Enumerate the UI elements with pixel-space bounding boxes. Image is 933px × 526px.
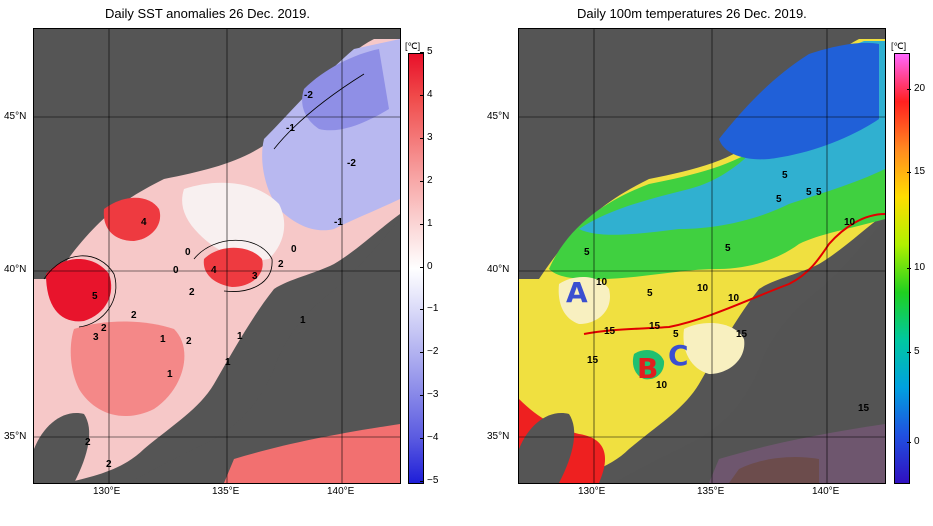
lat-label-45: 45°N <box>487 111 510 122</box>
contour-label: 15 <box>736 329 748 340</box>
colorbar-tick-label: 1 <box>420 218 433 229</box>
contour-label: 5 <box>673 329 679 340</box>
near-zero-area <box>182 182 285 261</box>
lat-label-40: 40°N <box>4 264 27 275</box>
contour-label: 5 <box>782 170 788 181</box>
contour-label: -1 <box>334 217 343 228</box>
colorbar-tick-label: 4 <box>420 89 433 100</box>
contour-label: 10 <box>844 217 856 228</box>
contour-label: 1 <box>300 315 306 326</box>
contour-label: 2 <box>189 287 195 298</box>
warm-area-south <box>70 321 185 417</box>
contour-label: 5 <box>647 288 653 299</box>
contour-label: 2 <box>131 310 137 321</box>
contour-label: 2 <box>85 437 91 448</box>
temperature-100m-title: Daily 100m temperatures 26 Dec. 2019. <box>577 6 807 21</box>
colorbar-tick-label: 15 <box>906 166 926 177</box>
eddy-b <box>632 349 665 380</box>
contour-label: 15 <box>858 403 870 414</box>
colorbar-tick-label: 20 <box>906 83 926 94</box>
colorbar-tick-label: −5 <box>419 475 439 486</box>
colorbar-tick-label: 2 <box>420 175 433 186</box>
lon-label-135: 135°E <box>697 486 725 497</box>
contour-label: 2 <box>106 459 112 470</box>
sst-anomaly-map: -2 -1 -2 -1 0 4 0 0 4 3 2 5 2 2 3 2 1 2 … <box>33 28 401 484</box>
contour-label: -2 <box>304 90 313 101</box>
colorbar-tick-label: 0 <box>420 261 433 272</box>
warm-core-north <box>103 197 161 241</box>
colorbar-tick-label: −3 <box>419 389 439 400</box>
eddy-a <box>558 277 610 324</box>
land-korea <box>519 413 575 483</box>
region-label-a: A <box>566 276 588 309</box>
colorbar-tick-label: −4 <box>419 432 439 443</box>
land-japan <box>614 219 885 483</box>
contour-label: 10 <box>656 380 668 391</box>
colorbar-tick-label: 10 <box>906 262 926 273</box>
contour-label: 4 <box>211 265 217 276</box>
land-korea <box>34 413 90 483</box>
lon-label-140: 140°E <box>812 486 840 497</box>
contour-label: 5 <box>725 243 731 254</box>
lon-label-130: 130°E <box>578 486 606 497</box>
contour-label: 4 <box>141 217 147 228</box>
contour-label: 15 <box>649 321 661 332</box>
region-label-b: B <box>637 352 659 385</box>
strong-negative-area <box>302 49 389 131</box>
temperature-100m-unit: [℃] <box>891 41 907 51</box>
lat-label-35: 35°N <box>487 431 510 442</box>
contour-label: 10 <box>697 283 709 294</box>
contour-label: 3 <box>93 332 99 343</box>
colorbar-tick-label: 0 <box>907 436 920 447</box>
contour-label: 1 <box>225 357 231 368</box>
contour-label: 15 <box>587 355 599 366</box>
contour-label: 5 <box>92 291 98 302</box>
lon-label-130: 130°E <box>93 486 121 497</box>
colorbar-tick-label: 5 <box>907 346 920 357</box>
contour-label: 1 <box>167 369 173 380</box>
temperature-100m-map: 5 5 5 5 5 10 5 5 10 10 10 5 15 15 15 10 … <box>518 28 886 484</box>
contour-label: 10 <box>728 293 740 304</box>
lon-label-135: 135°E <box>212 486 240 497</box>
land-japan <box>129 219 400 483</box>
contour-label: 1 <box>237 331 243 342</box>
contour-label: 5 <box>806 187 812 198</box>
warm-core-west <box>46 259 112 322</box>
contour-label: 2 <box>101 323 107 334</box>
contour-label: 15 <box>604 326 616 337</box>
contour-label: 1 <box>160 334 166 345</box>
region-label-c: C <box>668 339 689 372</box>
contour-label: 0 <box>185 247 191 258</box>
contour-label: 10 <box>596 277 608 288</box>
sst-anomaly-colorbar <box>408 53 424 484</box>
sst-anomaly-unit: [℃] <box>405 41 421 51</box>
colorbar-tick-label: 5 <box>420 46 433 57</box>
pacific-warm-area <box>224 424 400 483</box>
contour-label: -2 <box>347 158 356 169</box>
lat-label-45: 45°N <box>4 111 27 122</box>
lat-label-40: 40°N <box>487 264 510 275</box>
front-line <box>583 213 885 335</box>
contour-label: -1 <box>286 123 295 134</box>
contour-label: 2 <box>186 336 192 347</box>
contour-label: 2 <box>278 259 284 270</box>
colorbar-tick-label: −1 <box>419 303 439 314</box>
contour-label: 5 <box>584 247 590 258</box>
contour-label: 5 <box>816 187 822 198</box>
lat-label-35: 35°N <box>4 431 27 442</box>
sst-anomaly-title: Daily SST anomalies 26 Dec. 2019. <box>105 6 310 21</box>
warm-core-central <box>203 247 263 287</box>
eddy-c <box>683 323 745 374</box>
contour-label: 0 <box>173 265 179 276</box>
contour-label: 3 <box>252 271 258 282</box>
colorbar-tick-label: 3 <box>420 132 433 143</box>
colorbar-tick-label: −2 <box>419 346 439 357</box>
contour-label: 5 <box>776 194 782 205</box>
contour-label: 2 <box>300 482 306 483</box>
lon-label-140: 140°E <box>327 486 355 497</box>
cold-area <box>719 42 879 160</box>
contour-label: 0 <box>291 244 297 255</box>
